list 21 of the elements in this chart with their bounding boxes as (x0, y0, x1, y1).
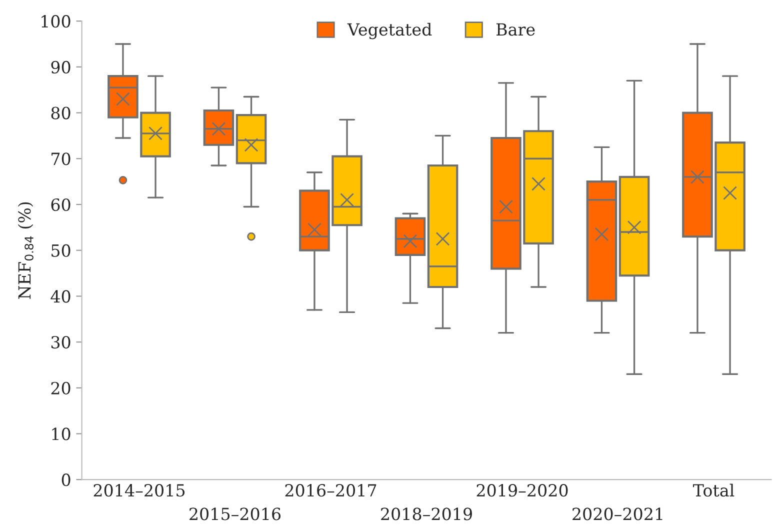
y-tick-label: 40 (50, 290, 70, 303)
legend-label: Vegetated (347, 22, 432, 40)
x-tick-label: 2020–2021 (572, 508, 662, 520)
x-tick-label: 2016–2017 (285, 484, 376, 497)
x-tick-label: 2015–2016 (190, 508, 281, 520)
y-tick-label: 0 (62, 474, 70, 486)
y-tick-label: 50 (52, 244, 70, 257)
y-tick-label: 70 (52, 152, 70, 166)
y-tick-label: 90 (51, 60, 70, 74)
y-tick-label: 100 (42, 15, 70, 28)
y-tick-label: 20 (51, 382, 70, 394)
x-tick-label: 2018–2019 (381, 508, 472, 520)
y-tick-label: 80 (51, 106, 70, 120)
y-tick-label: 60 (51, 198, 70, 212)
y-axis-title: NEF$_{0.84}$ (%) (18, 202, 34, 299)
legend-label: Bare (496, 23, 535, 36)
x-tick-label: 2014–2015 (94, 484, 185, 497)
y-tick-label: 10 (52, 428, 70, 440)
x-tick-label: Total (693, 484, 734, 497)
y-tick-label: 30 (51, 336, 70, 349)
x-tick-label: 2019–2020 (476, 484, 568, 497)
